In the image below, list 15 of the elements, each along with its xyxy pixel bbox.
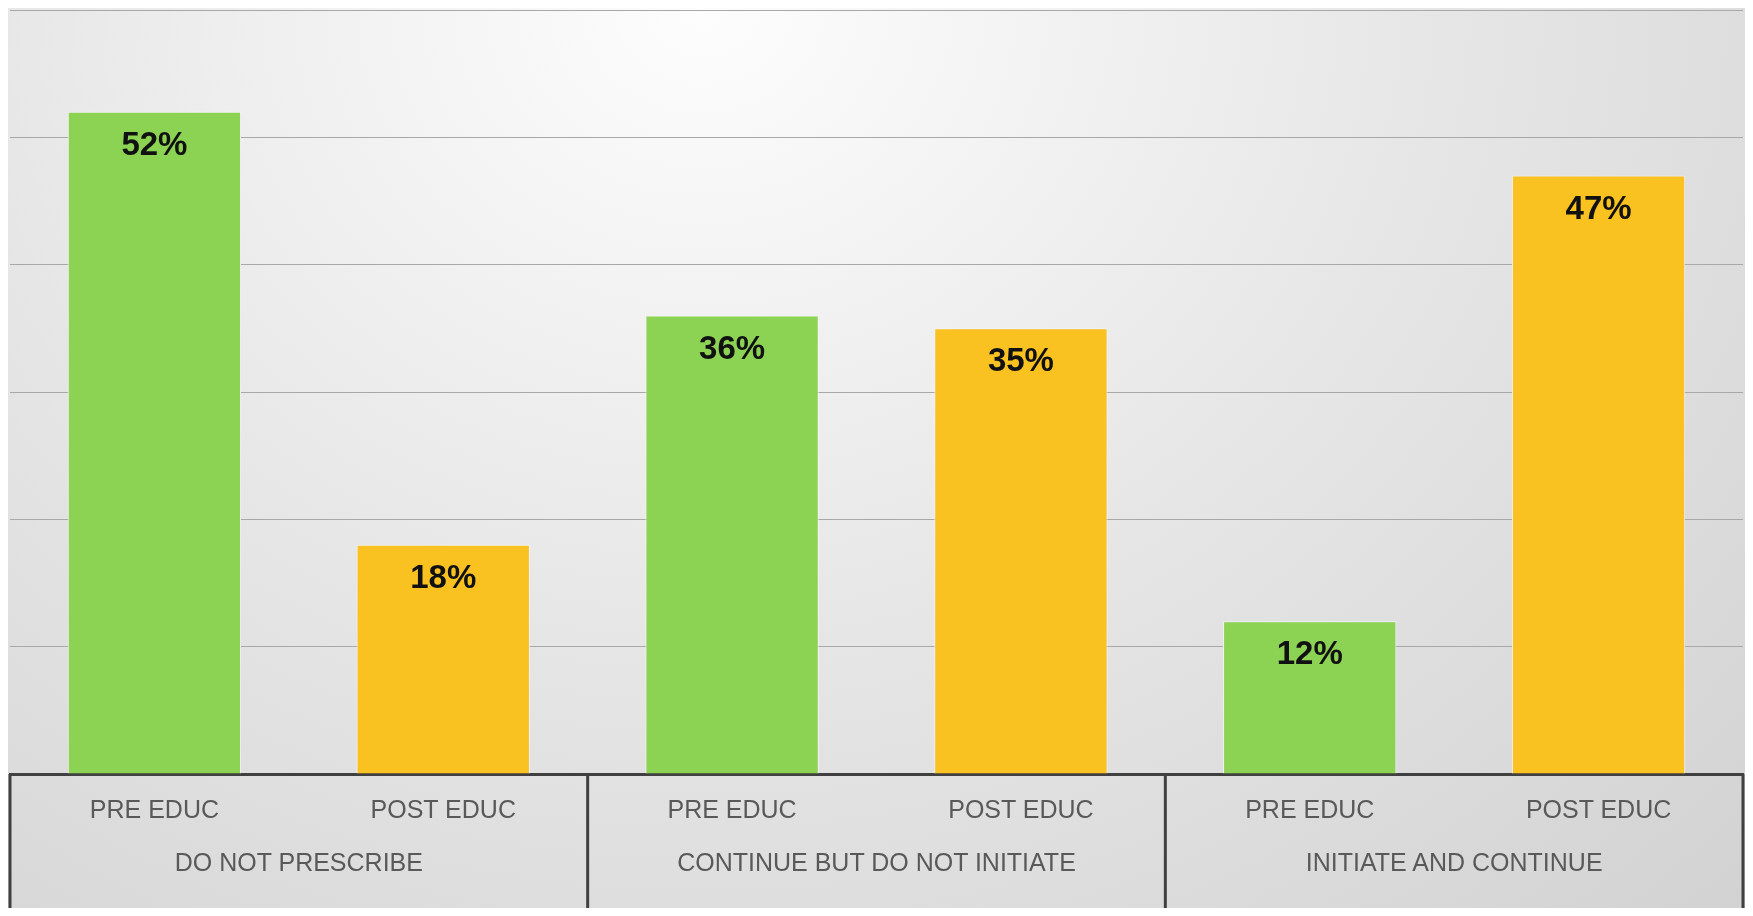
x-tick-label: POST EDUC: [370, 794, 516, 823]
x-tick-label: PRE EDUC: [667, 794, 797, 823]
x-tick-label: PRE EDUC: [89, 794, 220, 823]
data-label: 47%: [1565, 188, 1632, 226]
x-tick-label: PRE EDUC: [1245, 794, 1375, 823]
text: INITIATE AND CONTINUE: [1305, 847, 1603, 876]
data-label: 52%: [121, 124, 188, 162]
data-label: 36%: [699, 328, 766, 366]
text: CONTINUE BUT DO NOT INITIATE: [677, 847, 1076, 876]
text: DO NOT PRESCRIBE: [174, 847, 423, 876]
data-label: 18%: [410, 557, 477, 595]
data-label: 12%: [1276, 634, 1343, 672]
x-tick-label: POST EDUC: [1525, 794, 1672, 823]
data-label: 35%: [987, 341, 1054, 379]
x-tick-label: POST EDUC: [948, 794, 1094, 823]
